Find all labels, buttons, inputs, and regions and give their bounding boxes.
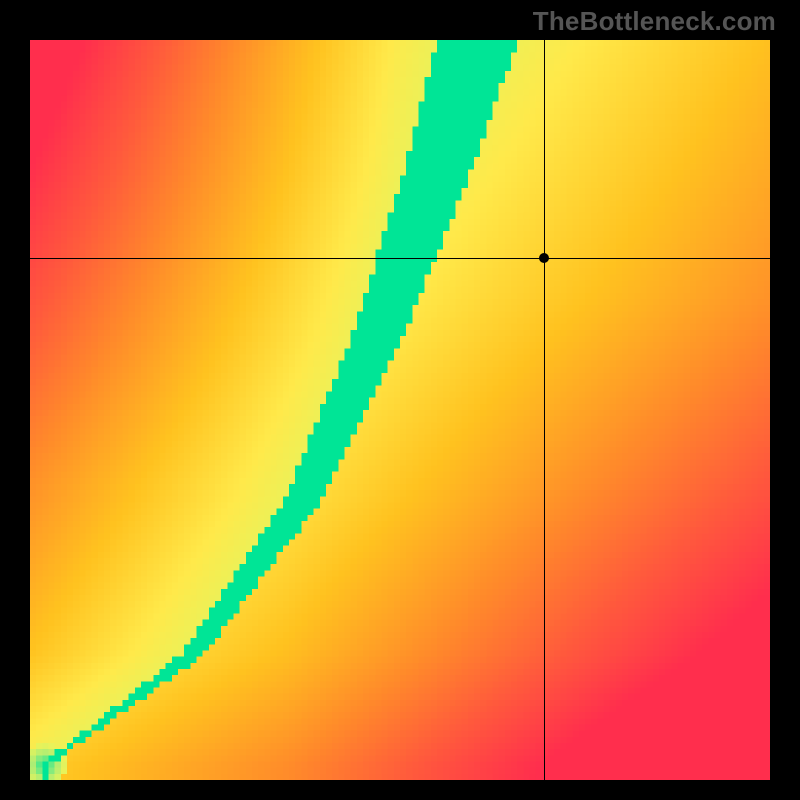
heatmap-plot <box>30 40 770 780</box>
chart-container: TheBottleneck.com <box>0 0 800 800</box>
marker-dot <box>539 253 549 263</box>
watermark-text: TheBottleneck.com <box>533 6 776 37</box>
crosshair-vertical <box>544 40 545 780</box>
heatmap-canvas <box>30 40 770 780</box>
crosshair-horizontal <box>30 258 770 259</box>
